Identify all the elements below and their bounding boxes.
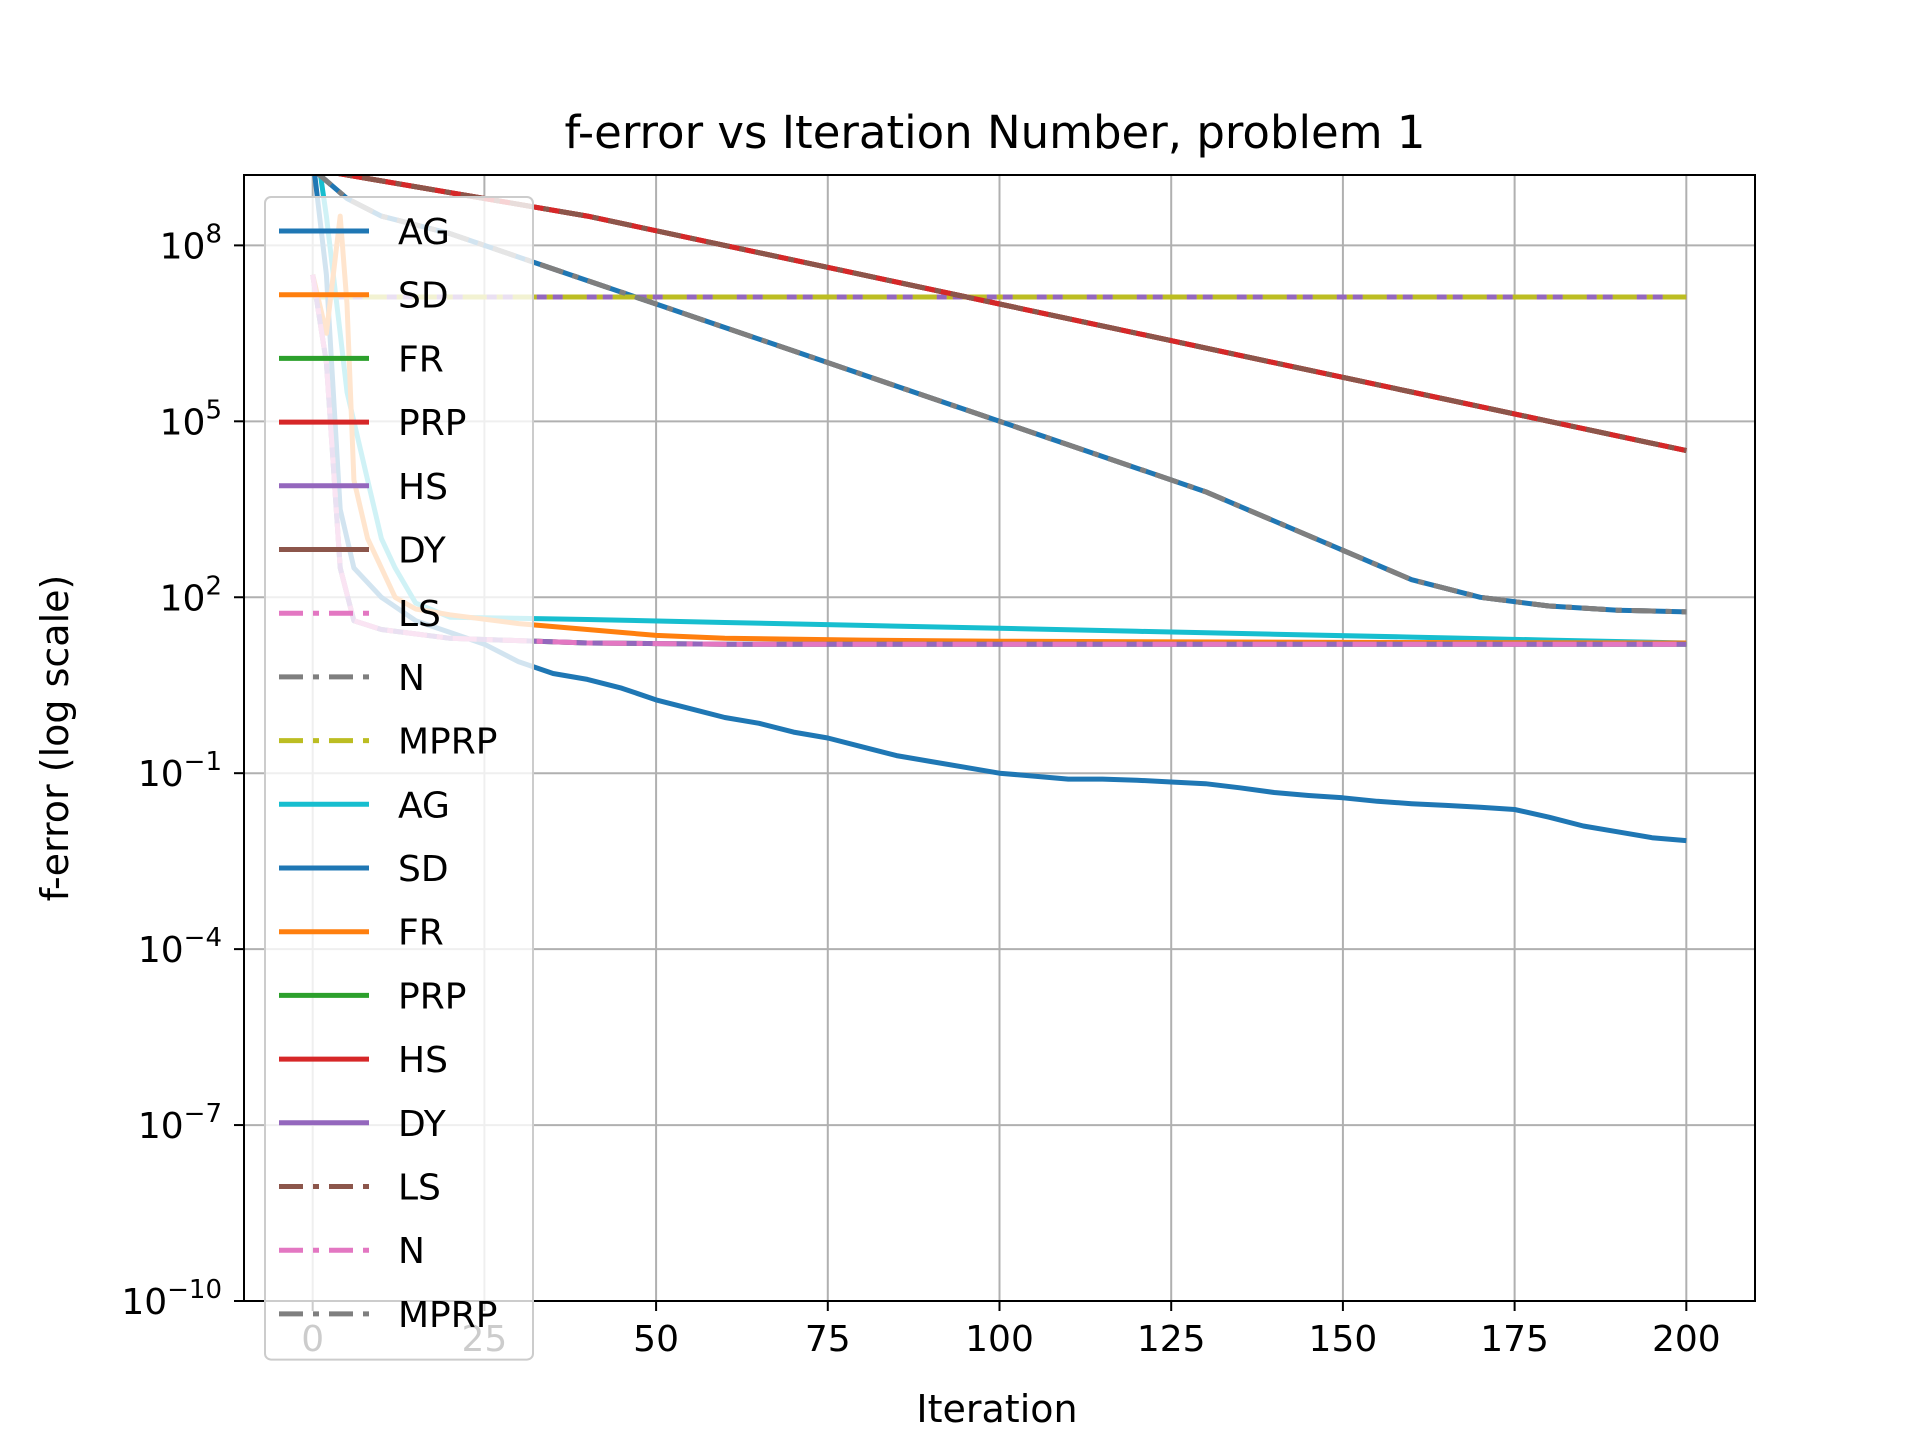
y-tick-label: 105	[160, 395, 222, 443]
y-tick-label: 10−4	[138, 923, 222, 971]
x-tick-label: 75	[805, 1319, 851, 1360]
legend: AG SD FR PRP HS DY LS N MPRP AG SD FR PRP HS DY LS N MPRP	[264, 196, 534, 1361]
legend-label: MPRP	[398, 1295, 498, 1336]
y-tick-base: 10	[160, 578, 206, 619]
y-tick-base: 10	[138, 930, 184, 971]
legend-label: DY	[398, 531, 447, 572]
y-tick-label: 10−1	[138, 747, 222, 795]
y-tick-base: 10	[138, 754, 184, 795]
y-tick-exponent: −10	[167, 1275, 222, 1305]
y-axis-label: f-error (log scale)	[33, 575, 77, 902]
y-tick-exponent: 8	[205, 219, 222, 249]
legend-label: N	[398, 1231, 425, 1272]
y-tick-exponent: −1	[184, 747, 222, 777]
y-tick-exponent: −4	[184, 923, 222, 953]
x-tick-label: 100	[965, 1319, 1034, 1360]
y-tick-base: 10	[160, 402, 206, 443]
legend-label: N	[398, 658, 425, 699]
y-tick-label: 108	[160, 219, 222, 267]
x-axis-label: Iteration	[916, 1387, 1077, 1431]
legend-label: PRP	[398, 976, 466, 1017]
series-line-18	[315, 175, 1687, 615]
x-tick-label: 175	[1480, 1319, 1549, 1360]
legend-label: SD	[398, 276, 449, 317]
y-tick-exponent: 2	[205, 571, 222, 601]
legend-label: AG	[398, 785, 450, 826]
series-line-17	[310, 274, 1687, 647]
y-tick-exponent: −7	[184, 1099, 222, 1129]
legend-label: DY	[398, 1104, 447, 1145]
legend-label: MPRP	[398, 722, 498, 763]
y-tick-base: 10	[121, 1282, 167, 1323]
legend-label: AG	[398, 212, 450, 253]
y-tick-base: 10	[160, 226, 206, 267]
y-tick-exponent: 5	[205, 395, 222, 425]
legend-label: HS	[398, 1040, 448, 1081]
legend-label: FR	[398, 913, 444, 954]
y-tick-label: 102	[160, 571, 222, 619]
legend-label: FR	[398, 339, 444, 380]
x-tick-label: 50	[633, 1319, 679, 1360]
chart-title: f-error vs Iteration Number, problem 1	[565, 106, 1426, 159]
legend-label: LS	[398, 1168, 441, 1209]
y-tick-label: 10−7	[138, 1099, 222, 1147]
legend-label: HS	[398, 467, 448, 508]
y-tick-label: 10−10	[121, 1275, 222, 1323]
y-tick-base: 10	[138, 1106, 184, 1147]
legend-label: LS	[398, 594, 441, 635]
x-tick-label: 125	[1137, 1319, 1206, 1360]
legend-label: SD	[398, 849, 449, 890]
legend-label: PRP	[398, 403, 466, 444]
series-line-14	[332, 175, 1687, 454]
x-tick-label: 150	[1309, 1319, 1378, 1360]
x-tick-label: 200	[1652, 1319, 1721, 1360]
